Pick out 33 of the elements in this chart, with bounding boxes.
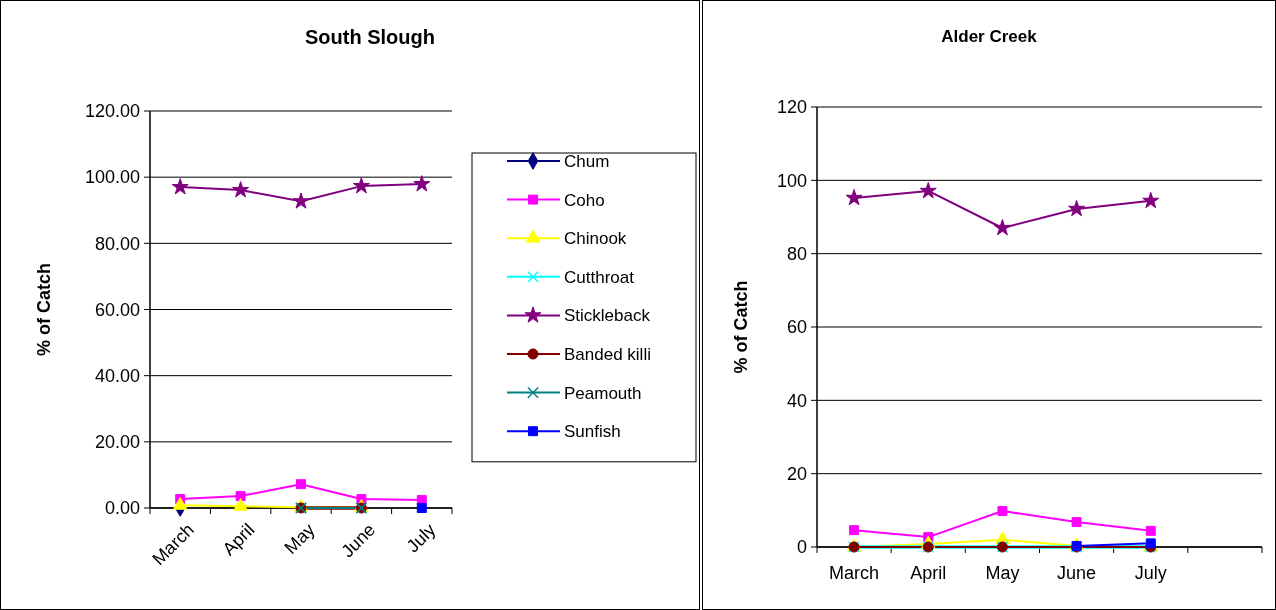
legend-label: Chinook	[564, 229, 627, 249]
y-tick-label: 40.00	[94, 365, 140, 386]
legend-label: Cutthroat	[564, 267, 635, 287]
y-tick-label: 60	[786, 317, 807, 338]
y-axis-title: % of Catch	[731, 280, 751, 374]
y-tick-label: 20	[786, 463, 807, 484]
y-tick-label: 0.00	[104, 498, 140, 519]
y-tick-label: 80	[786, 243, 807, 264]
y-tick-label: 120	[776, 97, 807, 118]
y-tick-label: 100.00	[84, 167, 140, 188]
x-tick-label: May	[280, 519, 319, 558]
y-axis-title: % of Catch	[34, 262, 54, 357]
legend-label: Stickleback	[564, 306, 651, 326]
y-tick-label: 20.00	[94, 432, 140, 453]
y-tick-label: 100	[776, 170, 807, 191]
x-tick-label: May	[985, 563, 1020, 583]
y-tick-label: 40	[786, 390, 807, 411]
legend-label: Banded killi	[564, 344, 651, 364]
legend-label: Peamouth	[564, 383, 642, 403]
chart-title: Alder Creek	[941, 27, 1038, 46]
chart-title: South Slough	[305, 26, 435, 48]
y-tick-label: 120.00	[84, 101, 140, 122]
legend-label: Sunfish	[564, 422, 621, 442]
y-tick-label: 80.00	[94, 233, 140, 254]
legend-label: Coho	[564, 190, 605, 210]
x-tick-label: June	[1057, 563, 1097, 583]
y-tick-label: 60.00	[94, 299, 140, 320]
y-tick-label: 0	[796, 537, 807, 558]
x-tick-label: July	[1134, 563, 1167, 583]
legend-label: Chum	[564, 151, 610, 171]
x-tick-label: April	[910, 563, 947, 583]
x-tick-label: March	[829, 563, 880, 583]
x-tick-label: July	[402, 519, 440, 557]
